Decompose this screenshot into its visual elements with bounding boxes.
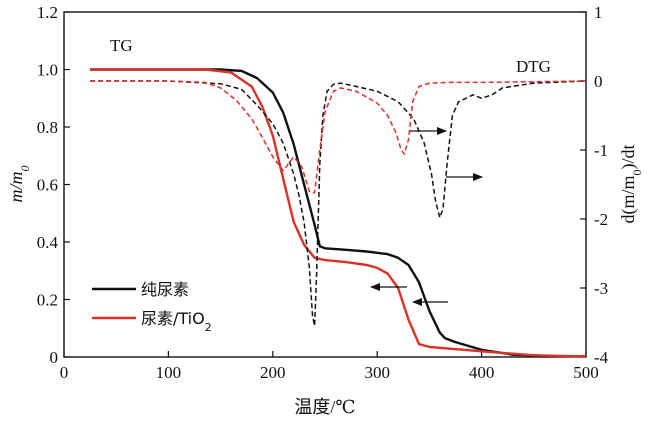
series-tg-urea-tio2: [90, 68, 587, 358]
legend: 纯尿素 尿素/TiO2: [92, 280, 212, 334]
y2-tick-label: -4: [594, 348, 609, 367]
y-tick-label: 0.8: [37, 118, 58, 137]
tg-annotation: TG: [110, 36, 133, 55]
legend-label-pure-urea: 纯尿素: [141, 280, 189, 299]
series-layer: [90, 68, 587, 358]
x-tick-label: 100: [156, 363, 182, 382]
x-tick-label: 200: [260, 363, 286, 382]
x-tick-label: 500: [573, 363, 599, 382]
series-dtg-urea-tio2: [90, 80, 587, 194]
y2-tick-label: -3: [594, 279, 608, 298]
x-tick-label: 0: [60, 363, 69, 382]
y-tick-label: 0.2: [37, 291, 58, 310]
x-tick-label: 300: [364, 363, 390, 382]
y2-tick-label: 1: [594, 3, 603, 22]
y2-tick-label: -1: [594, 141, 608, 160]
y2-tick-label: -2: [594, 210, 608, 229]
plot-frame: [63, 11, 587, 358]
series-dtg-pure-urea: [90, 80, 587, 327]
y-tick-label: 1.2: [37, 3, 58, 22]
tick-layer: 0 100 200 300 400 500 0 0.2 0.4 0.6 0.8 1.0 1.2 1 0 -1 -…: [37, 3, 609, 382]
y-tick-label: 0.4: [37, 233, 59, 252]
y-axis-title: m/m0: [6, 166, 32, 203]
x-axis-title: 温度/℃: [294, 397, 355, 417]
y2-tick-label: 0: [594, 72, 603, 91]
y-tick-label: 1.0: [37, 61, 58, 80]
y-tick-label: 0: [50, 348, 59, 367]
y2-axis-title: d(m/m0)/dt: [618, 145, 644, 224]
y-tick-label: 0.6: [37, 176, 58, 195]
legend-label-urea-tio2: 尿素/TiO2: [141, 309, 212, 334]
series-tg-pure-urea: [90, 68, 587, 358]
x-tick-label: 400: [469, 363, 495, 382]
dtg-annotation: DTG: [516, 57, 551, 76]
